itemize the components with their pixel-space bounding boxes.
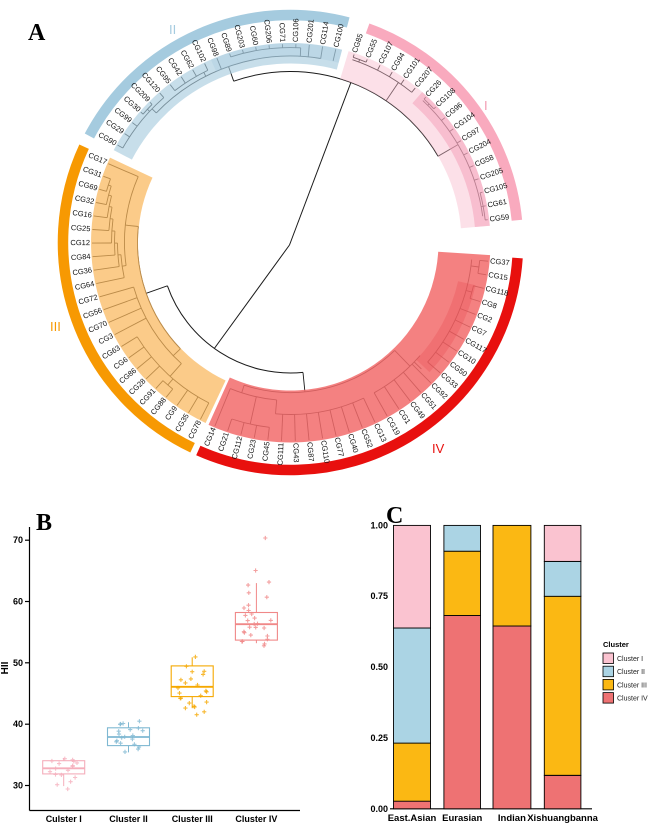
svg-text:A: A [28, 20, 46, 46]
svg-text:CG106: CG106 [291, 18, 301, 42]
svg-text:B: B [36, 510, 52, 536]
svg-text:CG87: CG87 [305, 442, 316, 462]
svg-text:III: III [50, 319, 61, 334]
svg-text:0.25: 0.25 [370, 733, 388, 743]
svg-text:70: 70 [13, 535, 23, 545]
svg-text:Indian: Indian [498, 813, 526, 824]
svg-text:CG71: CG71 [278, 22, 288, 42]
svg-text:Xishuangbanna: Xishuangbanna [527, 813, 598, 824]
svg-text:Cluster II: Cluster II [109, 814, 148, 824]
svg-text:C: C [386, 503, 403, 529]
svg-text:40: 40 [13, 719, 23, 729]
svg-text:0.50: 0.50 [370, 662, 388, 672]
svg-text:Cluster IV: Cluster IV [235, 814, 277, 824]
svg-text:Cluster III: Cluster III [172, 814, 213, 824]
svg-text:Culster I: Culster I [46, 814, 82, 824]
svg-text:60: 60 [13, 597, 23, 607]
svg-text:East.Asian: East.Asian [388, 813, 437, 824]
svg-text:30: 30 [13, 781, 23, 791]
svg-text:50: 50 [13, 658, 23, 668]
svg-text:CG37: CG37 [490, 256, 510, 267]
svg-text:CG84: CG84 [71, 252, 91, 262]
svg-text:CG43: CG43 [291, 443, 300, 463]
svg-text:IV: IV [432, 441, 445, 456]
svg-text:II: II [169, 22, 176, 37]
svg-text:CG111: CG111 [275, 443, 285, 466]
svg-text:HII: HII [0, 661, 11, 674]
svg-text:0.75: 0.75 [370, 591, 388, 601]
svg-text:CG25: CG25 [71, 223, 91, 233]
svg-text:Cluster: Cluster [603, 640, 629, 649]
svg-text:Cluster III: Cluster III [617, 682, 647, 689]
svg-text:Cluster II: Cluster II [617, 669, 645, 676]
svg-text:I: I [484, 98, 488, 113]
svg-text:Cluster IV: Cluster IV [617, 696, 648, 703]
svg-text:0.00: 0.00 [370, 804, 388, 814]
svg-text:Cluster I: Cluster I [617, 656, 643, 663]
svg-text:CG12: CG12 [70, 238, 90, 247]
svg-text:Eurasian: Eurasian [442, 813, 482, 824]
